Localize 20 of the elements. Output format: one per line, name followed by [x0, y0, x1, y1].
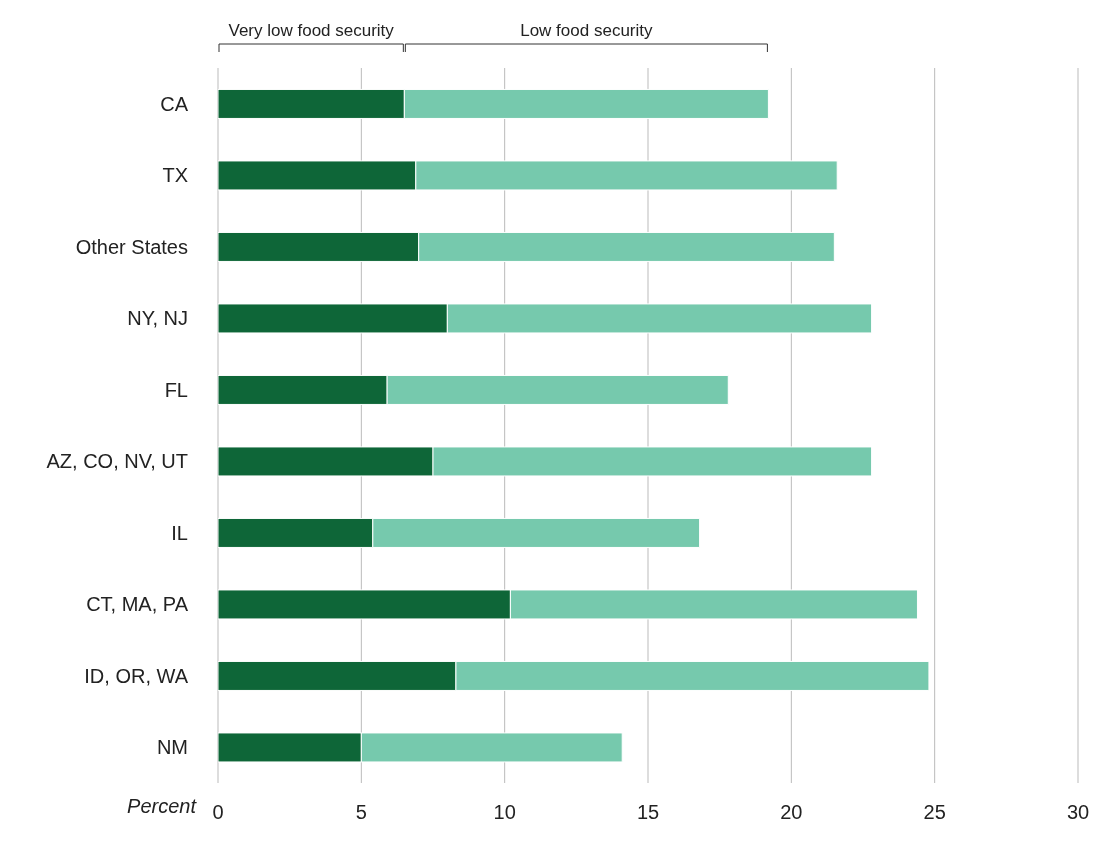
y-tick-label: ID, OR, WA — [84, 664, 189, 687]
y-tick-label: IL — [171, 521, 188, 544]
x-tick-label: 30 — [1066, 801, 1090, 824]
y-tick-label: NM — [156, 736, 188, 759]
text: Very low food security — [228, 21, 395, 40]
y-tick-label: Other States — [75, 235, 188, 258]
x-tick-label: 20 — [780, 801, 803, 824]
y-tick-label: AZ, CO, NV, UT — [46, 450, 188, 473]
x-tick-label: 0 — [212, 801, 224, 824]
y-tick-label: CA — [160, 92, 189, 115]
x-tick-label: 5 — [355, 801, 367, 824]
y-tick-label: CT, MA, PA — [86, 593, 189, 616]
y-tick-label: NY, NJ — [127, 307, 188, 330]
x-axis-title: Percent — [126, 795, 196, 818]
x-tick-label: 15 — [636, 801, 660, 824]
text: Low food security — [520, 21, 654, 40]
y-tick-label: FL — [164, 378, 188, 401]
x-tick-label: 25 — [923, 801, 946, 824]
x-tick-label: 10 — [493, 801, 516, 824]
y-tick-label: TX — [162, 164, 188, 187]
